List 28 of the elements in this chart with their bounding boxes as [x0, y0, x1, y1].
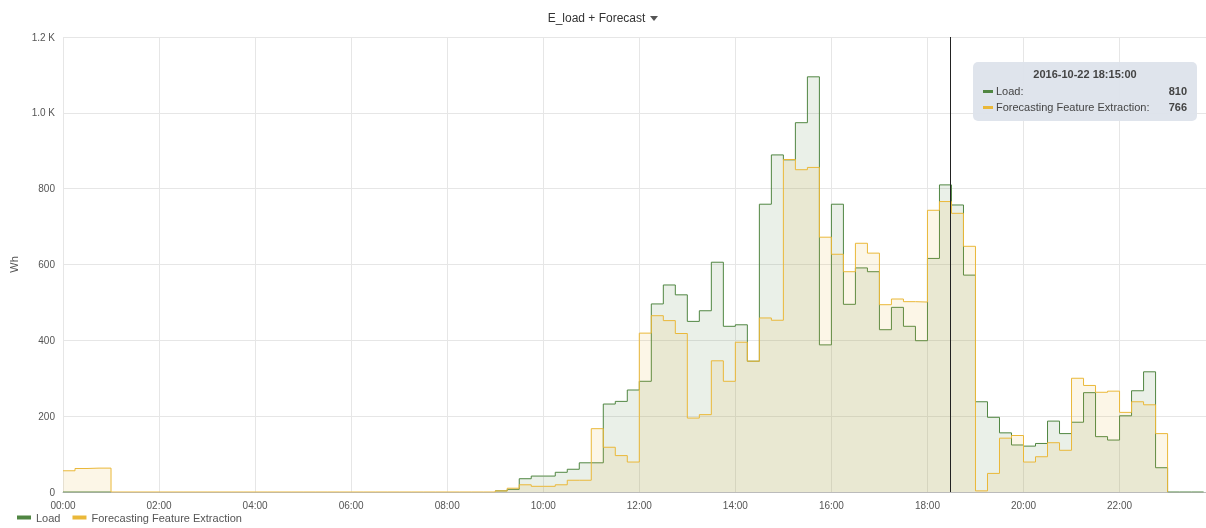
y-tick-label: 0 — [49, 486, 56, 498]
x-tick-label: 06:00 — [338, 499, 365, 511]
annotation: 810 — [1168, 84, 1187, 99]
x-tick-label: 02:00 — [146, 499, 172, 511]
y-axis-title: Wh — [7, 256, 20, 273]
x-tick-label: 20:00 — [1010, 499, 1037, 511]
annotation: Forecasting Feature Extraction: — [996, 100, 1151, 115]
y-tick-label: 400 — [38, 334, 56, 346]
x-tick-label: 12:00 — [626, 499, 653, 511]
x-tick-label: 10:00 — [530, 499, 557, 511]
x-tick-label: 14:00 — [722, 499, 749, 511]
annotation: Load: — [996, 84, 1025, 99]
chart-title: E_load + Forecast — [547, 11, 646, 25]
x-tick-label: 04:00 — [242, 499, 269, 511]
legend-label: Load — [36, 511, 61, 524]
x-tick-label: 00:00 — [50, 499, 76, 511]
y-tick-label: 1.0 K — [31, 107, 56, 119]
y-tick-label: 200 — [38, 410, 56, 422]
x-tick-label: 18:00 — [914, 499, 941, 511]
legend-label: Forecasting Feature Extraction — [91, 511, 242, 524]
annotation: 766 — [1168, 100, 1187, 115]
y-tick-label: 1.2 K — [31, 31, 56, 43]
y-tick-label: 600 — [38, 259, 56, 270]
y-tick-label: 800 — [38, 183, 56, 195]
annotation: 2016-10-22 18:15:00 — [1032, 68, 1138, 80]
x-tick-label: 08:00 — [434, 499, 461, 511]
x-tick-label: 22:00 — [1107, 499, 1133, 511]
x-tick-label: 16:00 — [818, 499, 845, 511]
